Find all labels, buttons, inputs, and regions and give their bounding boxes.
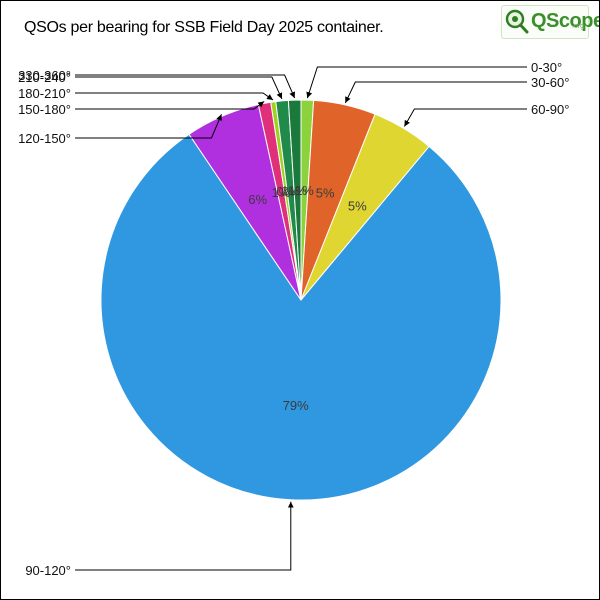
slice-percent-label: 5% xyxy=(348,198,367,213)
callout-line xyxy=(344,81,527,104)
callout-line xyxy=(75,92,274,101)
slice-callout-label: 150-180° xyxy=(18,102,71,117)
chart-title: QSOs per bearing for SSB Field Day 2025 … xyxy=(24,19,384,36)
slice-callout-label: 330-360° xyxy=(18,68,71,83)
slice-90to120[interactable] xyxy=(100,133,502,501)
slice-percent-label: 79% xyxy=(283,398,309,413)
qscope-logo[interactable]: QScope .org xyxy=(501,5,599,39)
slice-callout-label: 90-120° xyxy=(25,563,71,578)
slice-percent-label: 1% xyxy=(272,185,291,200)
slice-percent-label: 5% xyxy=(316,186,335,201)
slice-callout-label: 30-60° xyxy=(531,75,569,90)
callout-line xyxy=(75,76,283,100)
slice-percent-label: 1% xyxy=(281,183,300,198)
callout-line xyxy=(75,100,265,110)
slice-callout-label: 60-90° xyxy=(531,102,569,117)
callout-line xyxy=(75,501,294,571)
slice-callout-label: 210-240° xyxy=(18,70,71,85)
magnifier-icon xyxy=(505,9,529,34)
callout-line xyxy=(75,74,296,99)
slice-percent-label: 1% xyxy=(295,183,314,198)
logo-text: QScope xyxy=(531,10,600,32)
slice-percent-label: 6% xyxy=(248,192,267,207)
slice-percent-label: 0% xyxy=(276,184,295,199)
slice-callout-label: 0-30° xyxy=(531,60,562,75)
callout-line xyxy=(306,66,527,99)
callout-line xyxy=(403,108,527,127)
slice-330to360[interactable] xyxy=(287,99,302,301)
slice-percent-label: 1% xyxy=(288,183,307,198)
logo-suffix: .org xyxy=(572,23,585,30)
slice-callout-label: 120-150° xyxy=(18,131,71,146)
callout-line xyxy=(75,114,222,139)
slice-callout-label: 180-210° xyxy=(18,86,71,101)
